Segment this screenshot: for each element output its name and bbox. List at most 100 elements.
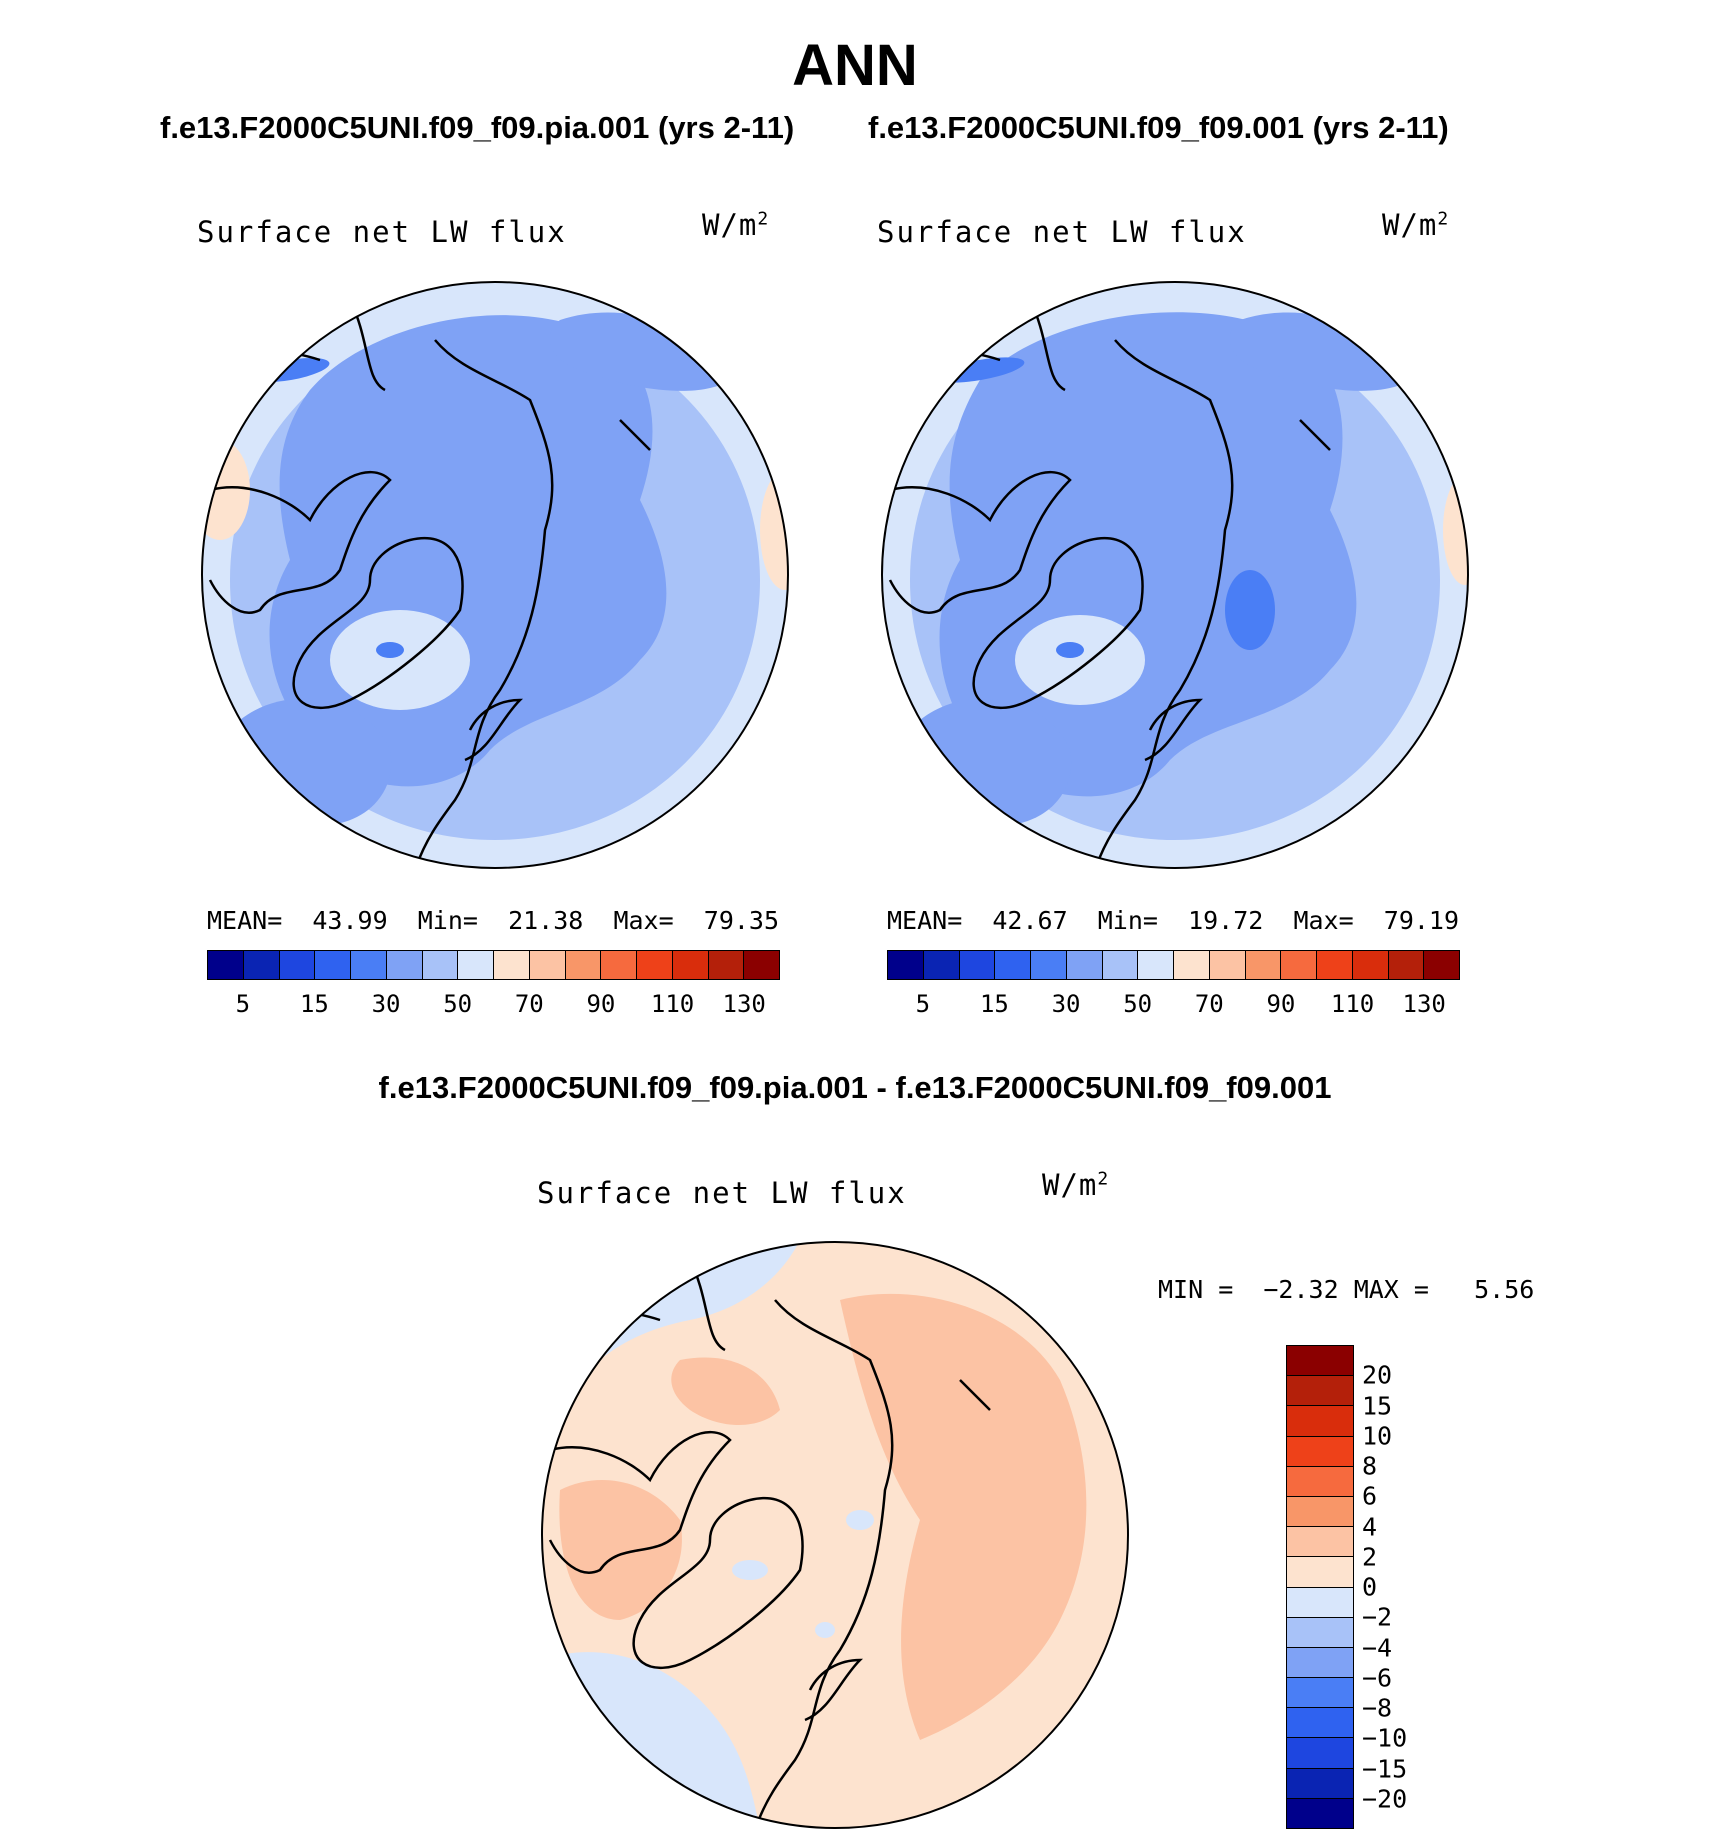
right-case-title: f.e13.F2000C5UNI.f09_f09.001 (yrs 2-11) xyxy=(868,110,1449,145)
colorbar-swatch xyxy=(1245,951,1282,979)
colorbar-swatch xyxy=(1287,1708,1353,1739)
colorbar-swatch xyxy=(1287,1406,1353,1437)
colorbar-tick-label: 2 xyxy=(1362,1542,1378,1572)
panel1-map-border xyxy=(201,281,789,869)
colorbar-swatch xyxy=(1317,951,1353,979)
panel3-map-border xyxy=(541,1241,1129,1829)
colorbar-swatch xyxy=(1174,951,1210,979)
colorbar-tick-label: −8 xyxy=(1362,1693,1393,1723)
panel2-field-green-patch xyxy=(1015,615,1145,705)
panel2-coast-greenland xyxy=(972,536,1144,710)
colorbar-swatch xyxy=(1287,1798,1353,1828)
colorbar-swatch xyxy=(1287,1496,1353,1528)
colorbar-swatch xyxy=(1287,1768,1353,1799)
colorbar-tick-label: −2 xyxy=(1362,1602,1393,1632)
colorbar-tick-label: 30 xyxy=(1051,990,1081,1018)
colorbar-swatch xyxy=(208,951,244,979)
colorbar-swatch xyxy=(458,951,494,979)
panel1-polar-map xyxy=(200,280,790,870)
difference-title: f.e13.F2000C5UNI.f09_f09.pia.001 - f.e13… xyxy=(378,1070,1332,1105)
colorbar-tick-label: 4 xyxy=(1362,1512,1378,1541)
panel2-field-patch-ne xyxy=(1229,312,1410,391)
colorbar-swatch xyxy=(1352,951,1389,979)
colorbar-tick-label: −20 xyxy=(1362,1784,1408,1814)
colorbar-swatch xyxy=(1388,951,1425,979)
colorbar-tick-label: 130 xyxy=(1402,990,1446,1018)
colorbar-swatch xyxy=(1287,1647,1353,1679)
left-case-title: f.e13.F2000C5UNI.f09_f09.pia.001 (yrs 2-… xyxy=(160,110,795,145)
colorbar-swatch xyxy=(959,951,996,979)
colorbar-swatch xyxy=(494,951,530,979)
colorbar-swatch xyxy=(1287,1587,1353,1618)
colorbar-tick-label: 6 xyxy=(1362,1481,1378,1511)
panel2-stats: MEAN= 42.67 Min= 19.72 Max= 79.19 xyxy=(887,906,1460,935)
panel1-stats: MEAN= 43.99 Min= 21.38 Max= 79.35 xyxy=(207,906,780,935)
panel2-coast-eurasia xyxy=(1093,339,1234,868)
colorbar-swatch xyxy=(565,951,602,979)
colorbar-swatch xyxy=(315,951,351,979)
colorbar-swatch xyxy=(351,951,387,979)
colorbar-swatch xyxy=(243,951,280,979)
colorbar-swatch xyxy=(279,951,316,979)
panel2-coast-canada xyxy=(888,470,1072,614)
colorbar-tick-label: −6 xyxy=(1362,1663,1393,1693)
colorbar-swatch xyxy=(601,951,637,979)
colorbar-tick-label: 50 xyxy=(1123,990,1153,1018)
panel1-colorbar xyxy=(207,950,780,980)
colorbar-swatch xyxy=(1424,951,1459,979)
colorbar-swatch xyxy=(637,951,673,979)
colorbar-tick-label: 15 xyxy=(299,990,329,1018)
panel3-field-cool-1 xyxy=(846,1510,874,1530)
panel2-colorbar xyxy=(887,950,1460,980)
colorbar-tick-label: 90 xyxy=(1266,990,1296,1018)
colorbar-tick-label: 15 xyxy=(979,990,1009,1018)
panel3-polar-map xyxy=(540,1240,1130,1830)
panel1-coast-greenland xyxy=(292,536,464,710)
panel1-coast-island xyxy=(619,419,651,451)
panel2-field-deep-1 xyxy=(1225,570,1275,650)
panel1-field-patch-ne xyxy=(549,312,730,391)
colorbar-swatch xyxy=(1066,951,1103,979)
colorbar-tick-label: 110 xyxy=(1330,990,1375,1018)
colorbar-tick-label: 70 xyxy=(514,990,544,1018)
panel1-field-green-patch xyxy=(330,610,470,710)
panel2-field-deep-2 xyxy=(1056,642,1084,658)
panel3-coast-canada xyxy=(548,1430,732,1574)
panel3-coast-greenland xyxy=(632,1496,804,1670)
figure-title: ANN xyxy=(792,33,918,98)
panel1-coast-scandinavia xyxy=(464,698,524,762)
colorbar-swatch xyxy=(1287,1738,1353,1769)
colorbar-swatch xyxy=(386,951,423,979)
colorbar-swatch xyxy=(995,951,1031,979)
panel3-colorbar-labels: 20 15 10 8 6 4 2 0 −2 −4 −6 −8 −10 −15 −20 xyxy=(1362,1345,1442,1829)
colorbar-swatch xyxy=(1287,1376,1353,1407)
colorbar-swatch xyxy=(1287,1678,1353,1709)
colorbar-tick-label: 8 xyxy=(1362,1451,1378,1481)
panel3-units: W/m2 xyxy=(1042,1168,1110,1202)
panel2-map-border xyxy=(881,281,1469,869)
colorbar-swatch xyxy=(1287,1466,1353,1497)
colorbar-swatch xyxy=(422,951,459,979)
panel1-colorbar-labels: 5 15 30 50 70 90 110 130 xyxy=(207,990,780,1020)
colorbar-swatch xyxy=(529,951,566,979)
colorbar-tick-label: 90 xyxy=(586,990,616,1018)
colorbar-tick-label: −15 xyxy=(1362,1754,1408,1783)
colorbar-swatch xyxy=(1031,951,1067,979)
colorbar-tick-label: 5 xyxy=(915,990,931,1018)
panel3-field-warm-w xyxy=(559,1480,682,1620)
colorbar-tick-label: 15 xyxy=(1362,1391,1393,1420)
panel2-coast-scandinavia xyxy=(1144,698,1204,762)
colorbar-swatch xyxy=(1287,1436,1353,1467)
panel1-coast-canada xyxy=(208,470,392,614)
panel1-coast-eurasia xyxy=(413,339,554,868)
colorbar-tick-label: 70 xyxy=(1194,990,1224,1018)
panel3-stats: MIN = −2.32 MAX = 5.56 xyxy=(1158,1275,1535,1304)
panel3-field-cool-3 xyxy=(732,1560,768,1580)
colorbar-tick-label: 5 xyxy=(235,990,251,1018)
colorbar-tick-label: 10 xyxy=(1362,1421,1393,1451)
panel3-field-warm-ne xyxy=(840,1293,1087,1740)
colorbar-tick-label: 30 xyxy=(371,990,401,1018)
panel2-colorbar-labels: 5 15 30 50 70 90 110 130 xyxy=(887,990,1460,1020)
panel3-coast-scandinavia xyxy=(804,1658,864,1722)
panel3-colorbar xyxy=(1286,1345,1354,1829)
